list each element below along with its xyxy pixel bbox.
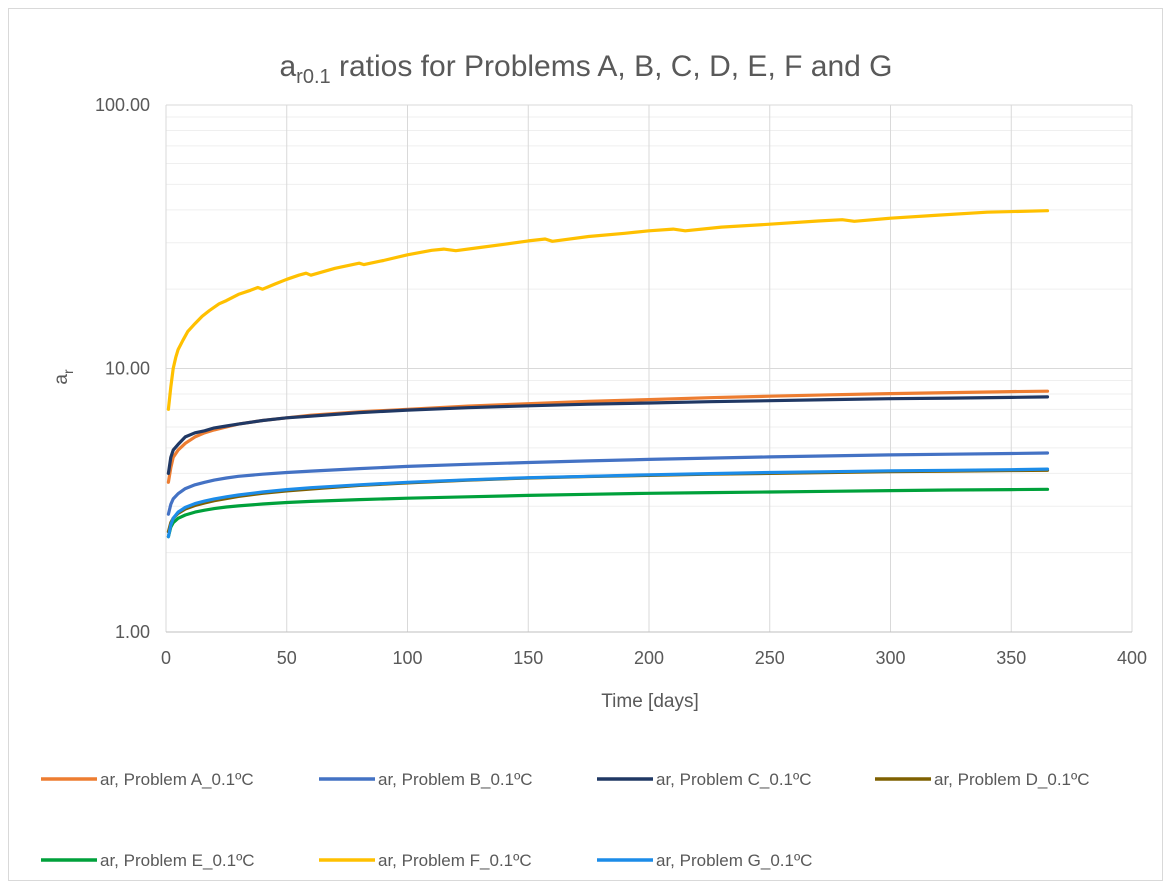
gridlines [165,104,1133,633]
chart-title-subscript: r0.1 [296,66,330,88]
legend-label: ar, Problem B_0.1ºC [378,770,533,789]
legend: ar, Problem A_0.1ºC ar, Problem B_0.1ºC ar… [41,770,1090,870]
series-line-5 [166,209,1050,411]
legend-label: ar, Problem C_0.1ºC [656,770,812,789]
x-tick-label: 400 [1117,648,1147,668]
legend-label: ar, Problem F_0.1ºC [378,851,532,870]
chart-canvas: ar0.1 ratios for Problems A, B, C, D, E,… [41,50,1147,870]
y-axis-title-subscript: r [60,369,76,374]
plot-series [166,209,1050,539]
y-axis-title-main: a [51,374,72,385]
y-axis-title: ar [51,369,76,385]
series-line-6 [166,467,1050,539]
y-tick-label: 10.00 [105,359,150,379]
series-line-1 [166,451,1050,516]
chart-title: ar0.1 ratios for Problems A, B, C, D, E,… [279,50,892,88]
x-tick-label: 150 [513,648,543,668]
x-tick-label: 50 [277,648,297,668]
chart-title-rest: ratios for Problems A, B, C, D, E, F and… [331,50,893,83]
x-tick-label: 350 [996,648,1026,668]
legend-label: ar, Problem D_0.1ºC [934,770,1090,789]
series-line-4 [166,487,1050,539]
axes: 0 50 100 150 200 250 300 350 400 1.00 10.00 100.00 [95,95,1147,668]
x-tick-label: 100 [392,648,422,668]
x-axis-title: Time [days] [601,691,699,712]
y-tick-label: 100.00 [95,95,150,115]
x-tick-label: 200 [634,648,664,668]
x-tick-label: 300 [875,648,905,668]
chart-frame: ar0.1 ratios for Problems A, B, C, D, E,… [8,8,1163,881]
x-tick-label: 250 [755,648,785,668]
legend-label: ar, Problem A_0.1ºC [100,770,254,789]
legend-label: ar, Problem E_0.1ºC [100,851,255,870]
series-line-2 [166,395,1050,475]
y-tick-label: 1.00 [115,622,150,642]
legend-label: ar, Problem G_0.1ºC [656,851,812,870]
x-tick-label: 0 [161,648,171,668]
chart-title-main: a [279,50,296,83]
